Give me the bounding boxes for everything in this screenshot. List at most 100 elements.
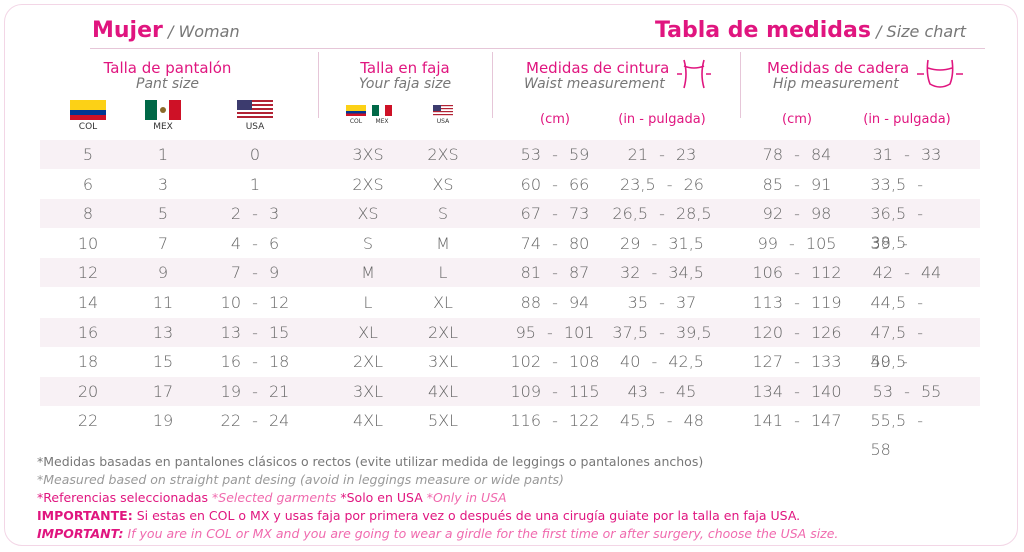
flag-usa — [237, 100, 273, 120]
group-subtitle: Waist measurement — [524, 76, 665, 92]
table-cell: 7 — [157, 233, 169, 253]
table-cell: 85 - 91 — [762, 174, 832, 194]
note: IMPORTANTE: Si estas en COL o MX y usas … — [37, 508, 800, 523]
note-part: IMPORTANT: — [37, 526, 124, 541]
left-header: Mujer / Woman — [92, 18, 240, 43]
separator — [492, 52, 493, 118]
note-part: *Referencias seleccionadas — [37, 490, 209, 505]
table-cell: L — [363, 293, 373, 312]
note: IMPORTANT: If you are in COL or MX and y… — [37, 526, 838, 541]
table-cell: 99 - 105 — [757, 233, 837, 253]
table-cell: XS — [432, 174, 454, 194]
table-cell: 141 - 147 — [752, 411, 842, 431]
left-title: Mujer — [92, 18, 163, 43]
flag-col — [346, 105, 366, 116]
table-cell: 3XS — [352, 145, 384, 164]
table-cell: 134 - 140 — [752, 381, 842, 401]
unit-label: (in - pulgada) — [863, 112, 951, 127]
table-cell: 81 - 87 — [520, 263, 590, 283]
table-cell: 40 - 42,5 — [620, 352, 704, 372]
table-cell: 6 — [82, 174, 94, 194]
table-cell: 92 - 98 — [762, 204, 832, 224]
table-cell: 55,5 - 58 — [870, 411, 923, 460]
note-part: IMPORTANTE: — [37, 508, 133, 523]
table-cell: 53 - 55 — [872, 381, 942, 401]
table-cell: 16 — [77, 322, 99, 342]
table-row: 18 15 16 - 18 2XL 3XL 102 - 108 40 - 42,5 127 -… — [40, 347, 980, 400]
table-cell: 19 - 21 — [220, 381, 290, 401]
flag-label: COL — [349, 118, 363, 125]
table-cell: 116 - 122 — [510, 411, 600, 431]
group-subtitle: Pant size — [136, 76, 199, 92]
table-cell: 53 - 59 — [520, 145, 590, 164]
flag-label: COL — [78, 122, 98, 132]
table-row: 14 11 10 - 12 L XL 88 - 94 35 - 37 113 - 119 44,… — [40, 288, 980, 341]
table-cell: 95 - 101 — [515, 322, 595, 342]
table-cell: L — [438, 263, 448, 283]
note-part: *Solo en USA — [340, 490, 423, 505]
table-row: 20 17 19 - 21 3XL 4XL 109 - 115 43 - 45 134 - 1… — [40, 376, 980, 406]
note-part: If you are in COL or MX and you are goin… — [127, 526, 839, 541]
table-cell: 9 — [157, 263, 169, 283]
separator — [740, 52, 741, 118]
table-row: 12 9 7 - 9 M L 81 - 87 32 - 34,5 106 - 112 42 - … — [40, 258, 980, 288]
table-row: 22 19 22 - 24 4XL 5XL 116 - 122 45,5 - 48 141 -… — [40, 406, 980, 459]
table-cell: 74 - 80 — [520, 233, 590, 253]
table-cell: 35 - 37 — [627, 293, 697, 312]
table-cell: 17 — [152, 381, 174, 401]
right-subtitle: / Size chart — [876, 22, 967, 41]
table-cell: 42 - 44 — [872, 263, 942, 283]
table-cell: 45,5 - 48 — [620, 411, 704, 431]
hip-icon — [917, 59, 963, 88]
group-title: Talla en faja — [360, 59, 450, 77]
right-title: Tabla de medidas — [655, 18, 871, 43]
flag-mex — [145, 100, 181, 120]
table-cell: 21 - 23 — [627, 145, 697, 164]
table-cell: 32 - 34,5 — [620, 263, 704, 283]
table-cell: 18 — [77, 352, 99, 372]
table-cell: 2XL — [352, 352, 384, 372]
flag-label: MEX — [153, 122, 173, 132]
table-cell: M — [436, 233, 450, 253]
frame — [4, 4, 1018, 546]
header-rule — [90, 48, 985, 49]
table-cell: 16 - 18 — [220, 352, 290, 372]
table-cell: 15 — [152, 352, 174, 372]
table-cell: 60 - 66 — [520, 174, 590, 194]
unit-label: (cm) — [782, 112, 812, 127]
table-cell: XS — [357, 204, 379, 224]
table-cell: 14 — [77, 293, 99, 312]
table-row: 8 5 2 - 3 XS S 67 - 73 26,5 - 28,5 92 - 98 36,5 … — [40, 199, 980, 252]
group-title: Medidas de cintura — [526, 59, 670, 77]
table-cell: 11 — [152, 293, 174, 312]
note: *Referencias seleccionadas *Selected gar… — [37, 490, 507, 505]
table-cell: 13 — [152, 322, 174, 342]
group-title: Medidas de cadera — [767, 59, 910, 77]
table-cell: 4XL — [352, 411, 384, 431]
table-cell: 8 — [82, 204, 94, 224]
table-cell: 23,5 - 26 — [620, 174, 704, 194]
table-cell: 2 - 3 — [230, 204, 280, 224]
table-cell: 113 - 119 — [752, 293, 842, 312]
table-cell: 10 - 12 — [220, 293, 290, 312]
table-cell: 106 - 112 — [752, 263, 842, 283]
note-part: *Only in USA — [426, 490, 507, 505]
note: *Medidas basadas en pantalones clásicos … — [37, 454, 704, 469]
table-cell: 22 - 24 — [220, 411, 290, 431]
table-row: 5 1 0 3XS 2XS 53 - 59 21 - 23 78 - 84 31 - 33 — [40, 140, 980, 169]
table-cell: 109 - 115 — [510, 381, 600, 401]
table-cell: 10 — [77, 233, 99, 253]
table-cell: S — [362, 233, 374, 253]
table-cell: 29 - 31,5 — [620, 233, 704, 253]
table-cell: M — [361, 263, 375, 283]
table-cell: 43 - 45 — [627, 381, 697, 401]
flag-label: MEX — [375, 118, 389, 125]
table-cell: 19 — [152, 411, 174, 431]
table-cell: 1 — [157, 145, 169, 164]
right-header: Tabla de medidas / Size chart — [655, 18, 966, 43]
table-cell: 5 — [157, 204, 169, 224]
table-cell: 1 — [249, 174, 261, 194]
table-cell: 0 — [249, 145, 261, 164]
